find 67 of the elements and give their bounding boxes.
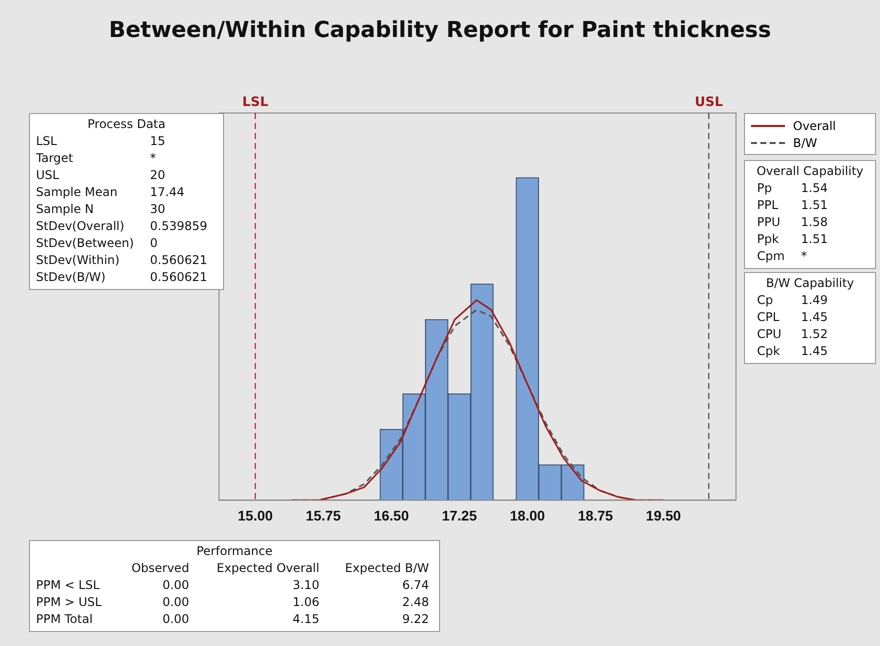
data-label: 0.00 (161, 577, 190, 594)
text: Expected Overall (216, 560, 320, 577)
x-tick-label: 19.50 (646, 507, 682, 524)
x-tick-label: 15.00 (238, 507, 274, 524)
category-label: CPL (756, 309, 780, 326)
category-label: PPU (756, 214, 782, 231)
category-label: LSL (36, 133, 58, 150)
category-label: Cpk (756, 343, 781, 360)
category-label: PPL (756, 197, 780, 214)
ref-line-label: USL (694, 94, 723, 110)
category-label: PPM > USL (36, 594, 103, 611)
text: Performance (195, 544, 274, 558)
data-label: 3.10 (292, 577, 320, 594)
legend-label: B/W (793, 136, 818, 150)
category-label: Target (36, 150, 74, 167)
legend-label: Overall (793, 118, 836, 132)
text: 0 (150, 236, 158, 250)
category-label: StDev(B/W) (36, 269, 107, 286)
x-tick-label: 17.25 (442, 507, 478, 524)
category-label: Cp (756, 292, 774, 309)
text: Overall Capability (756, 164, 864, 178)
text: 0.560621 (150, 253, 208, 267)
x-tick-label: 18.75 (578, 507, 614, 524)
text: 1.45 (801, 344, 828, 358)
text: B/W Capability (764, 276, 856, 290)
category-label: PPM Total (36, 611, 94, 628)
category-label: Ppk (756, 231, 780, 248)
text: 20 (150, 168, 166, 182)
text: * (150, 151, 156, 165)
text: 1.51 (801, 198, 828, 212)
category-label: StDev(Overall) (36, 218, 126, 235)
category-label: CPU (756, 326, 782, 343)
text: 0.539859 (150, 219, 208, 233)
category-label: PPM < LSL (36, 577, 100, 594)
category-label: Sample N (36, 201, 95, 218)
x-tick-label: 18.00 (510, 507, 546, 524)
text: 1.49 (801, 293, 828, 307)
text: 30 (150, 202, 166, 216)
text: Expected B/W (344, 560, 430, 577)
data-label: 2.48 (401, 594, 430, 611)
series-label: Observed (130, 560, 190, 577)
data-label: 4.15 (292, 611, 320, 628)
text: 1.51 (801, 232, 828, 246)
text: 1.58 (801, 215, 828, 229)
data-label: 0.00 (161, 594, 190, 611)
data-label: 9.22 (401, 611, 430, 628)
x-tick-label: 15.75 (306, 507, 342, 524)
text: 1.52 (801, 327, 828, 341)
data-label: 1.06 (292, 594, 320, 611)
text: * (801, 249, 807, 263)
x-tick-label: 16.50 (374, 507, 410, 524)
data-label: 6.74 (401, 577, 430, 594)
text: Process Data (86, 117, 166, 131)
category-label: Sample Mean (36, 184, 119, 201)
text: 17.44 (150, 185, 184, 199)
text: 1.54 (801, 181, 828, 195)
text: 1.45 (801, 310, 828, 324)
text: 0.560621 (150, 270, 208, 284)
ref-line-label: LSL (242, 94, 268, 110)
category-label: USL (36, 167, 60, 184)
chart-title: Between/Within Capability Report for Paint thickness (108, 18, 772, 43)
category-label: Cpm (756, 248, 786, 265)
category-label: StDev(Within) (36, 252, 121, 269)
category-label: StDev(Between) (36, 235, 135, 252)
category-label: Pp (756, 180, 773, 197)
data-label: 0.00 (161, 611, 190, 628)
text: 15 (150, 134, 166, 148)
